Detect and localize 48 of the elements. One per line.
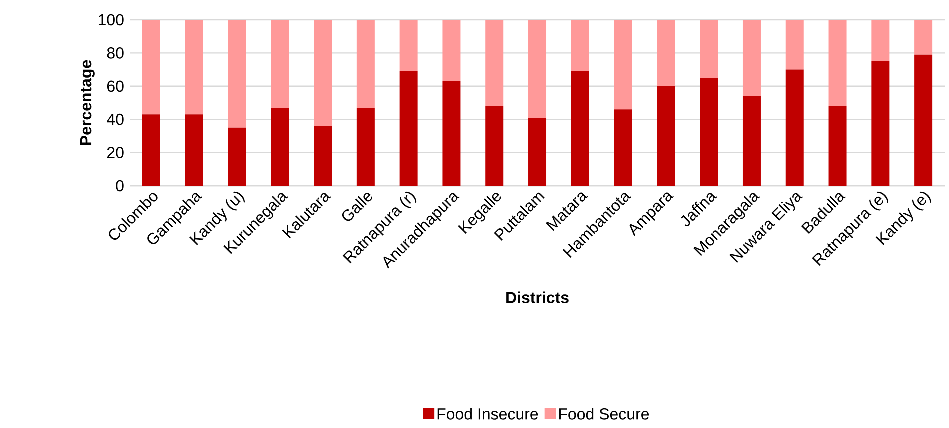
- bar: [700, 78, 718, 186]
- bar: [828, 20, 847, 106]
- x-axis-title: Districts: [506, 292, 569, 304]
- y-tick-label: 100: [98, 14, 124, 26]
- bar: [486, 20, 504, 106]
- bar: [872, 20, 890, 62]
- bar: [228, 20, 246, 128]
- bar: [742, 96, 761, 186]
- bar: [314, 20, 332, 126]
- bar: [185, 114, 204, 186]
- bar: [571, 71, 590, 186]
- bar: [442, 81, 461, 186]
- bar: [914, 54, 933, 186]
- bar: [442, 20, 461, 82]
- bar: [271, 20, 290, 108]
- bar: [914, 20, 933, 55]
- bar: [571, 20, 590, 72]
- bar: [528, 20, 547, 118]
- bar: [185, 20, 204, 115]
- bar: [828, 106, 847, 186]
- bar: [400, 71, 418, 186]
- bar: [142, 20, 160, 115]
- bar: [528, 118, 547, 186]
- legend-label: Food Secure: [559, 408, 650, 420]
- bar: [486, 106, 504, 186]
- legend-label: Food Insecure: [438, 408, 538, 420]
- bar: [314, 126, 332, 186]
- y-tick-label: 20: [107, 147, 124, 158]
- bar: [271, 108, 290, 186]
- bar: [356, 20, 375, 108]
- bar: [614, 20, 632, 110]
- y-tick-label: 40: [107, 114, 124, 126]
- y-tick-label: 0: [116, 180, 124, 192]
- bar: [657, 20, 676, 86]
- y-tick-label: 60: [107, 80, 124, 92]
- bar: [614, 110, 632, 186]
- bar: [786, 20, 804, 70]
- bar: [786, 70, 804, 186]
- bar: [700, 20, 718, 78]
- bar: [142, 114, 160, 186]
- bar: [657, 86, 676, 186]
- y-axis-title: Percentage: [80, 60, 95, 146]
- bar: [228, 128, 246, 186]
- bar: [742, 20, 761, 96]
- bar: [400, 20, 418, 72]
- bar: [872, 62, 890, 186]
- y-tick-label: 80: [107, 48, 124, 59]
- bar: [356, 108, 375, 186]
